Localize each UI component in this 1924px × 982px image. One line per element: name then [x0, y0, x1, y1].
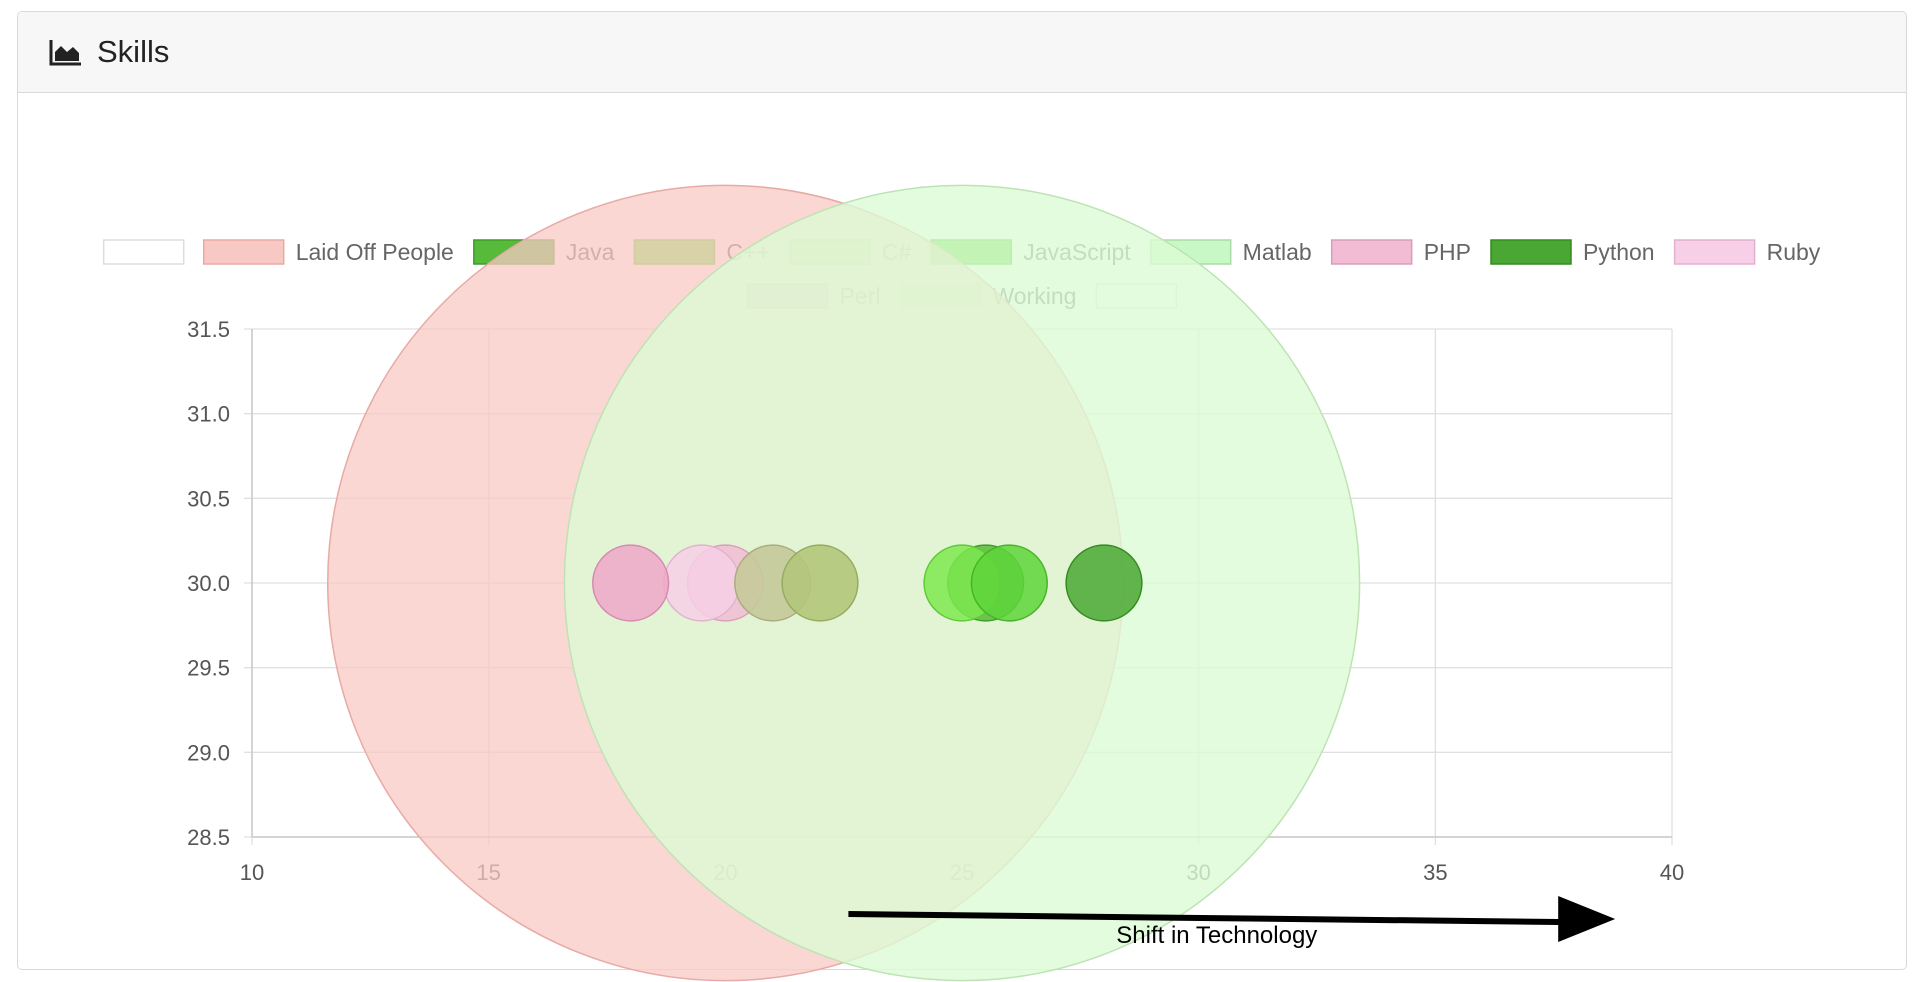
card-header: Skills: [18, 12, 1906, 93]
y-tick-label: 31.5: [187, 317, 230, 342]
chart-bubbles: [326, 184, 1361, 982]
y-tick-label: 30.0: [187, 571, 230, 596]
legend-item[interactable]: PHP: [1330, 239, 1471, 265]
bubble-point[interactable]: [970, 544, 1048, 622]
legend-item[interactable]: Laid Off People: [202, 239, 454, 265]
y-tick-label: 29.0: [187, 740, 230, 765]
y-tick-label: 30.5: [187, 486, 230, 511]
bubble-point[interactable]: [663, 544, 741, 622]
area-chart-icon: [49, 40, 81, 66]
y-tick-label: 28.5: [187, 825, 230, 850]
legend-swatch: [1673, 239, 1756, 265]
y-tick-label: 29.5: [187, 656, 230, 681]
legend-swatch: [1330, 239, 1413, 265]
bubble-point[interactable]: [592, 544, 670, 622]
x-tick-label: 35: [1423, 860, 1447, 885]
shift-arrow: [848, 896, 1616, 942]
x-tick-label: 10: [240, 860, 264, 885]
legend-label: PHP: [1424, 239, 1471, 265]
card-title: Skills: [97, 34, 170, 69]
bubble-point[interactable]: [781, 544, 859, 622]
legend-label: Python: [1583, 239, 1655, 265]
bubble-point[interactable]: [1065, 544, 1143, 622]
annotation-label: Shift in Technology: [1116, 922, 1317, 949]
legend-item[interactable]: [102, 239, 185, 265]
x-tick-label: 40: [1660, 860, 1684, 885]
legend-item[interactable]: Python: [1490, 239, 1655, 265]
legend-swatch: [102, 239, 185, 265]
legend-label: Ruby: [1767, 239, 1821, 265]
y-tick-label: 31.0: [187, 402, 230, 427]
chart-annotation: Shift in Technology: [848, 896, 1616, 949]
legend-label: Laid Off People: [296, 239, 454, 265]
legend-label: Matlab: [1243, 239, 1312, 265]
legend-swatch: [202, 239, 285, 265]
legend-swatch: [1490, 239, 1572, 265]
legend-item[interactable]: Ruby: [1673, 239, 1821, 265]
